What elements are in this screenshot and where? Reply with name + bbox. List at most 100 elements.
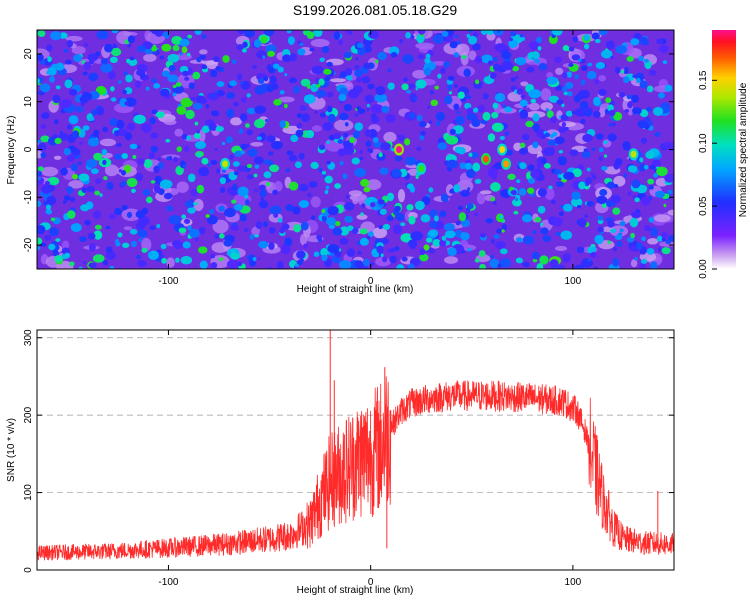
heatmap-cell — [543, 147, 554, 157]
heatmap-cell — [592, 110, 601, 118]
heatmap-cell — [77, 161, 82, 165]
heatmap-cell — [135, 172, 144, 182]
heatmap-cell — [477, 104, 486, 113]
heatmap-cell — [234, 150, 243, 157]
heatmap-cell — [258, 184, 266, 191]
heatmap-cell — [40, 152, 47, 158]
heatmap-cell — [466, 107, 473, 115]
heatmap-cell — [389, 255, 397, 264]
heatmap-cell — [37, 225, 46, 235]
heatmap-cell — [172, 92, 177, 97]
heatmap-cell — [553, 217, 563, 227]
heatmap-cell — [616, 240, 623, 248]
heatmap-cell — [239, 113, 248, 122]
heatmap-cell — [237, 165, 246, 172]
heatmap-cell — [60, 167, 68, 176]
heatmap-cell — [105, 225, 111, 230]
heatmap-cell — [591, 246, 597, 253]
heatmap-cell — [71, 46, 86, 55]
heatmap-cell — [111, 30, 119, 34]
heatmap-cell — [377, 51, 387, 61]
heatmap-cell — [182, 164, 187, 168]
heatmap-cell — [265, 44, 277, 54]
heatmap-cell — [605, 40, 615, 50]
heatmap-cell — [199, 54, 206, 60]
heatmap-cell — [120, 181, 127, 186]
heatmap-cell — [423, 67, 432, 76]
heatmap-cell — [646, 247, 655, 255]
snr-x-tick-label: 0 — [368, 577, 374, 588]
heatmap-cell — [272, 63, 280, 70]
heatmap-cell — [86, 185, 95, 193]
heatmap-cell — [515, 57, 527, 66]
heatmap-cell — [456, 110, 461, 115]
heatmap-cell — [286, 150, 294, 156]
heatmap-cell — [278, 96, 295, 103]
heatmap-cell — [55, 238, 61, 242]
heatmap-cell — [583, 34, 590, 41]
heatmap-cell — [338, 75, 342, 79]
heatmap-cell — [554, 136, 565, 145]
heatmap-cell — [561, 86, 568, 92]
heatmap-cell — [194, 121, 199, 126]
heatmap-cell — [59, 32, 68, 39]
heatmap-cell — [356, 42, 364, 49]
heatmap-cell — [246, 93, 251, 98]
heatmap-cell — [122, 242, 130, 249]
heatmap-cell — [61, 240, 70, 250]
heatmap-cell — [207, 163, 212, 168]
heatmap-cell — [311, 125, 322, 132]
heatmap-cell — [560, 204, 564, 209]
heatmap-cell — [529, 102, 540, 111]
heatmap-cell — [544, 132, 551, 138]
heatmap-cell — [582, 133, 593, 143]
heatmap-cell — [136, 69, 146, 76]
heatmap-cell — [571, 197, 583, 208]
heatmap-cell — [466, 33, 471, 38]
heatmap-cell — [137, 260, 147, 267]
heatmap-cell — [580, 79, 586, 86]
heatmap-cell — [268, 67, 275, 74]
heatmap-cell — [294, 263, 299, 268]
heatmap-cell — [363, 186, 371, 193]
heatmap-cell — [601, 165, 608, 171]
heatmap-cell — [556, 99, 564, 105]
heatmap-cell — [288, 154, 298, 162]
heatmap-cell — [239, 81, 244, 85]
heatmap-cell — [656, 235, 663, 242]
heatmap-cell — [313, 30, 323, 37]
heatmap-cell — [516, 88, 524, 95]
snr-y-tick-label: 0 — [23, 567, 34, 573]
heatmap-cell — [299, 42, 304, 47]
heatmap-cell — [224, 207, 236, 218]
heatmap-cell — [201, 64, 208, 70]
heatmap-cell — [482, 93, 489, 100]
heatmap-cell — [474, 79, 480, 85]
heatmap-cell — [181, 46, 188, 54]
heatmap-cell — [37, 200, 42, 207]
heatmap-cell — [420, 214, 431, 223]
heatmap-cell — [324, 76, 331, 82]
heatmap-cell — [148, 251, 153, 256]
heatmap-cell — [603, 154, 608, 158]
heatmap-cell — [607, 240, 611, 245]
heatmap-cell — [301, 113, 310, 123]
heatmap-cell — [607, 133, 617, 142]
heatmap-cell — [326, 91, 334, 98]
heatmap-cell — [82, 125, 90, 131]
heatmap-cell — [121, 204, 128, 211]
heatmap-cell — [99, 193, 103, 197]
heatmap-cell — [455, 220, 461, 226]
heatmap-cell — [212, 219, 229, 234]
heatmap-cell — [620, 70, 625, 74]
heatmap-cell — [608, 122, 613, 127]
heatmap-x-label: Height of straight line (km) — [297, 284, 414, 295]
heatmap-cell — [380, 142, 391, 151]
heatmap-cell — [295, 129, 304, 137]
heatmap-cell — [629, 217, 639, 228]
heatmap-cell — [563, 171, 575, 180]
heatmap-cell — [239, 213, 247, 222]
heatmap-cell — [210, 159, 218, 165]
heatmap-cell — [226, 91, 235, 99]
heatmap-cell — [563, 91, 569, 96]
